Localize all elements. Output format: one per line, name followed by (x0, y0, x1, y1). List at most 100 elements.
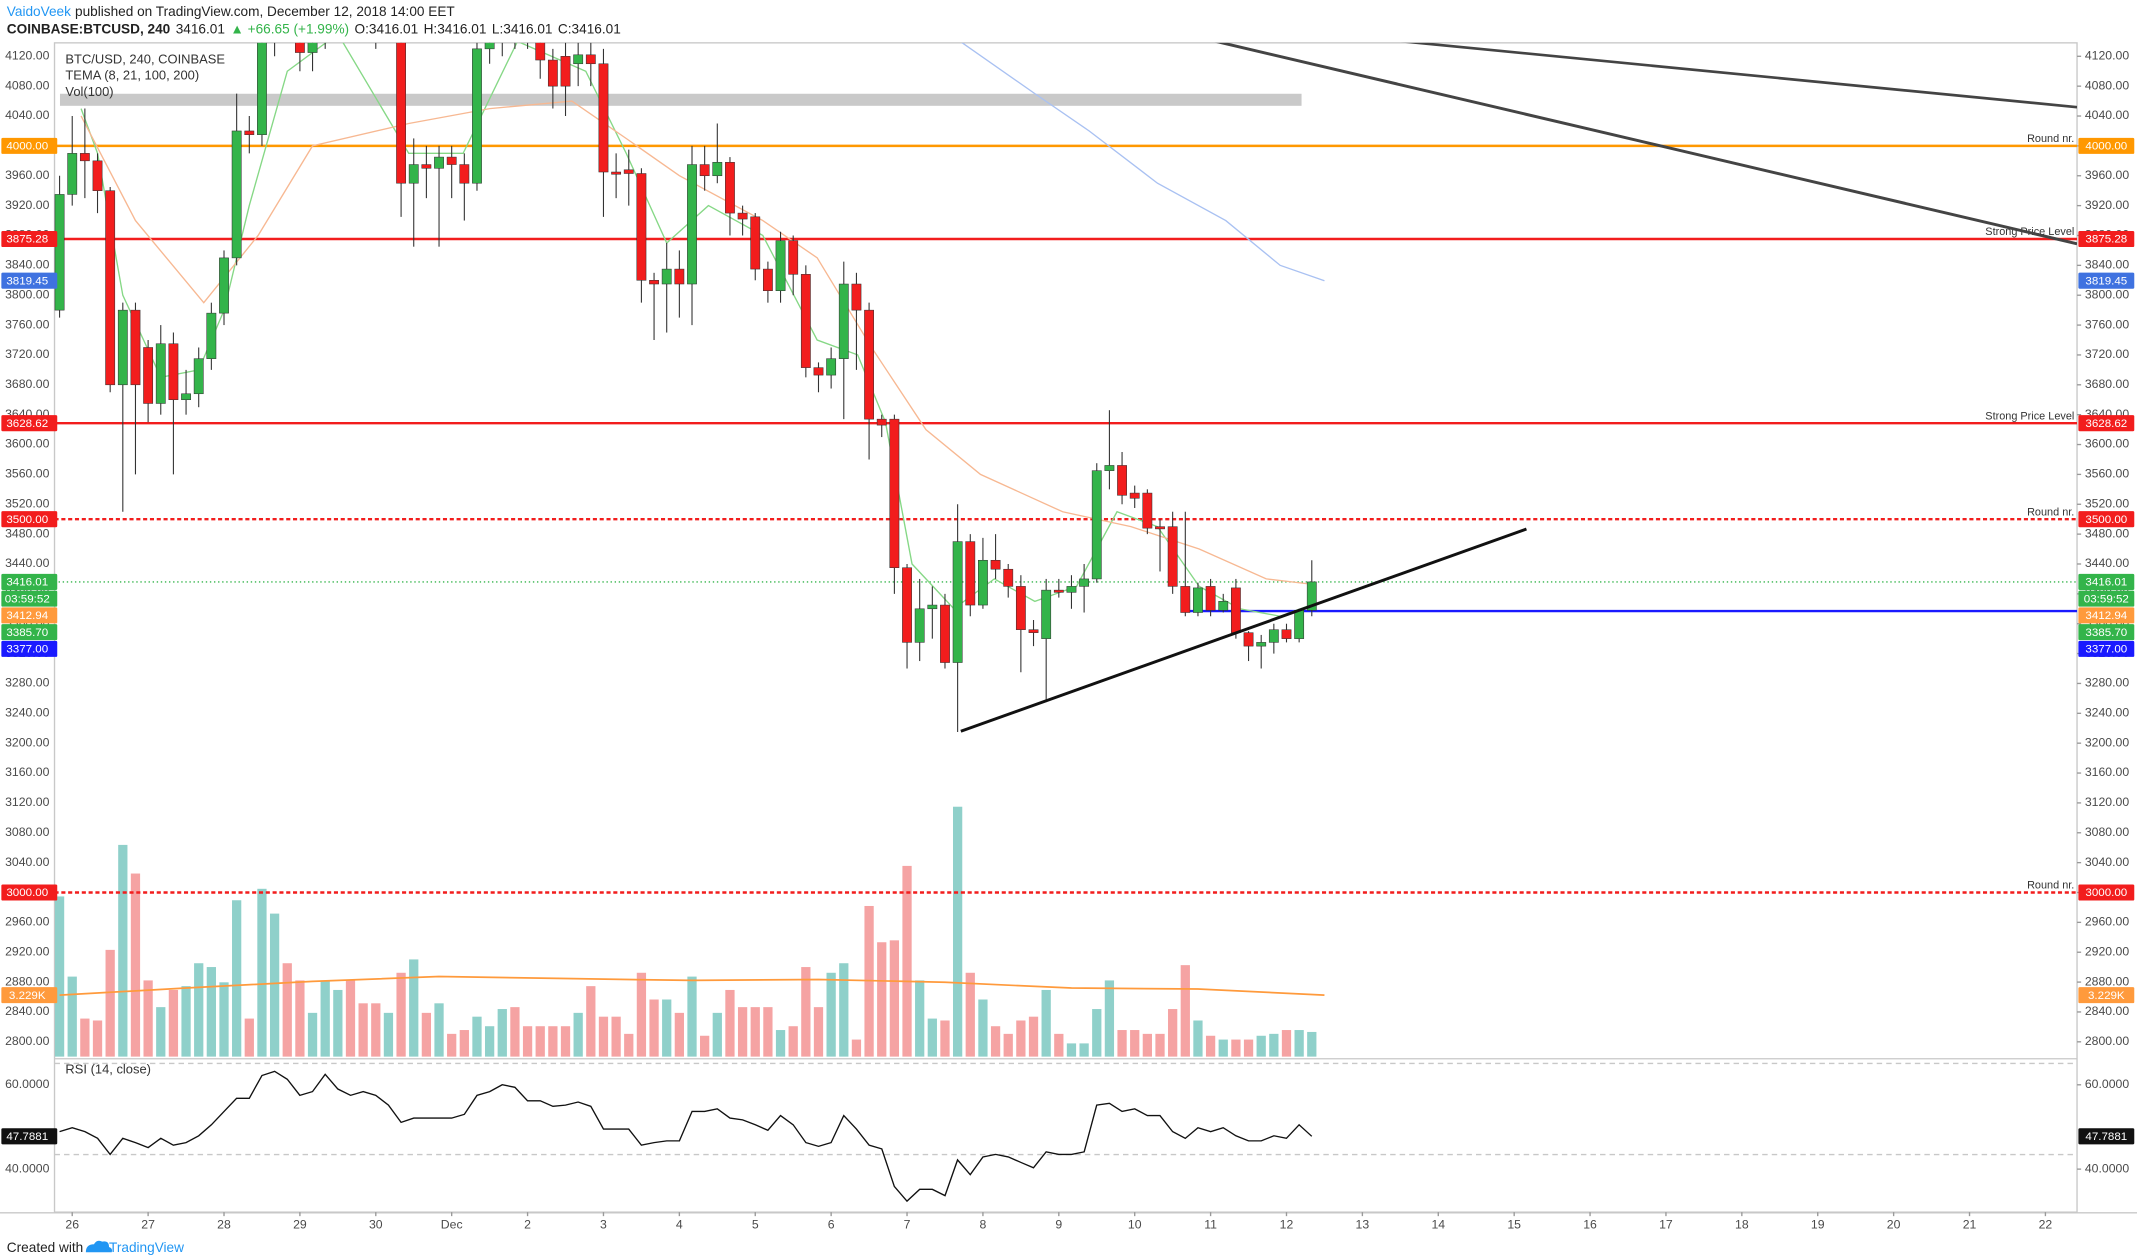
y-tick-label: 2960.00 (2085, 915, 2130, 929)
candle-body (1015, 586, 1026, 630)
value-label-box (1, 511, 58, 528)
volume-bar (1281, 1030, 1292, 1057)
candle-body (244, 130, 255, 135)
candle-body (231, 130, 242, 259)
rsi-tick-label: 40.0000 (2085, 1161, 2130, 1175)
y-tick-label: 3760.00 (2085, 317, 2130, 331)
candle-body (940, 604, 950, 663)
volume-bar (510, 1007, 520, 1057)
x-tick-label: 13 (1356, 1218, 1370, 1232)
footer-brand[interactable]: TradingView (109, 1240, 184, 1255)
volume-bar (1155, 1033, 1165, 1057)
volume-bar (839, 963, 849, 1057)
volume-bar (737, 1007, 748, 1057)
volume-bar (1054, 1033, 1064, 1057)
value-label: 3875.28 (6, 234, 48, 246)
ohlc-open: O:3416.01 (355, 21, 419, 36)
volume-bar (143, 980, 153, 1057)
y-tick-label: 2880.00 (2085, 974, 2130, 988)
y-tick-label: 4080.00 (5, 78, 50, 92)
y-tick-label: 3040.00 (2085, 855, 2130, 869)
value-label: 03:59:52 (2084, 593, 2129, 605)
volume-bar (1130, 1030, 1140, 1057)
volume-bar (889, 940, 900, 1057)
candle-body (307, 42, 318, 53)
candle-body (649, 280, 659, 285)
value-label-box (1, 607, 58, 624)
volume-bar (1142, 1033, 1152, 1057)
x-tick-label: 15 (1507, 1218, 1521, 1232)
y-tick-label: 4080.00 (2085, 78, 2130, 92)
y-tick-label: 3440.00 (5, 556, 50, 570)
candle-body (1117, 465, 1127, 496)
author[interactable]: VaidoVeek (7, 4, 71, 19)
candle-body (67, 153, 78, 195)
tema-line (80, 100, 1312, 585)
y-tick-label: 2840.00 (2085, 1004, 2130, 1018)
volume-bar (371, 1003, 381, 1057)
y-tick-label: 2800.00 (2085, 1034, 2130, 1048)
volume-bar (851, 1039, 862, 1057)
trendline[interactable] (1199, 38, 2078, 246)
volume-bar (345, 980, 356, 1057)
candle-body (573, 54, 584, 65)
candle-body (1091, 470, 1102, 580)
x-tick-label: 4 (676, 1218, 683, 1232)
y-tick-label: 3280.00 (5, 676, 50, 690)
candle-body (547, 59, 558, 87)
value-label: 47.7881 (6, 1131, 48, 1143)
y-tick-label: 3960.00 (2085, 168, 2130, 182)
value-label-box (1, 573, 58, 590)
candle-body (1243, 632, 1254, 647)
volume-bar (105, 949, 115, 1057)
value-label-box (1, 1128, 58, 1145)
volume-bar (1307, 1031, 1317, 1057)
x-tick-label: 26 (65, 1218, 79, 1232)
x-tick-label: 5 (752, 1218, 759, 1232)
volume-bar (1231, 1039, 1241, 1057)
candle-body (1142, 492, 1153, 529)
volume-bar (775, 1030, 786, 1057)
volume-bar (472, 1016, 482, 1057)
volume-bar (282, 963, 292, 1057)
y-tick-label: 3960.00 (5, 168, 50, 182)
volume-bar (358, 1003, 368, 1057)
value-label: 3412.94 (2085, 610, 2127, 622)
value-label-box (2078, 573, 2135, 590)
volume-bar (1193, 1020, 1203, 1057)
x-tick-label: 30 (369, 1218, 383, 1232)
candle-body (79, 153, 90, 162)
candle-body (421, 164, 432, 169)
y-tick-label: 4040.00 (5, 108, 50, 122)
volume-bar (307, 1012, 318, 1057)
volume-bar (598, 1016, 609, 1057)
x-tick-label: 18 (1735, 1218, 1749, 1232)
volume-bar (1117, 1030, 1127, 1057)
candle-body (1104, 465, 1115, 471)
value-label: 3385.70 (2085, 627, 2127, 639)
candle-body (1079, 578, 1090, 587)
volume-bar (447, 1033, 457, 1057)
y-tick-label: 3120.00 (2085, 795, 2130, 809)
volume-bar (54, 896, 65, 1057)
volume-bar (915, 980, 925, 1057)
y-tick-label: 3200.00 (5, 735, 50, 749)
candle-body (459, 164, 470, 184)
value-label-box (2078, 624, 2135, 641)
volume-bar (611, 1016, 621, 1057)
trendline[interactable] (960, 527, 1527, 733)
x-tick-label: 28 (217, 1218, 231, 1232)
trendline[interactable] (1363, 38, 2078, 109)
volume-bar (383, 1012, 394, 1057)
candle-body (396, 42, 406, 184)
candle-body (155, 343, 166, 404)
y-tick-label: 3440.00 (2085, 556, 2130, 570)
value-label-box (2078, 230, 2135, 248)
volume-bar (636, 972, 647, 1057)
volume-bar (813, 1007, 824, 1057)
y-tick-label: 3520.00 (2085, 497, 2130, 511)
volume-bar (484, 1026, 495, 1057)
x-tick-label: 17 (1659, 1218, 1673, 1232)
value-label-box (2078, 987, 2135, 1004)
volume-bar (459, 1030, 469, 1057)
